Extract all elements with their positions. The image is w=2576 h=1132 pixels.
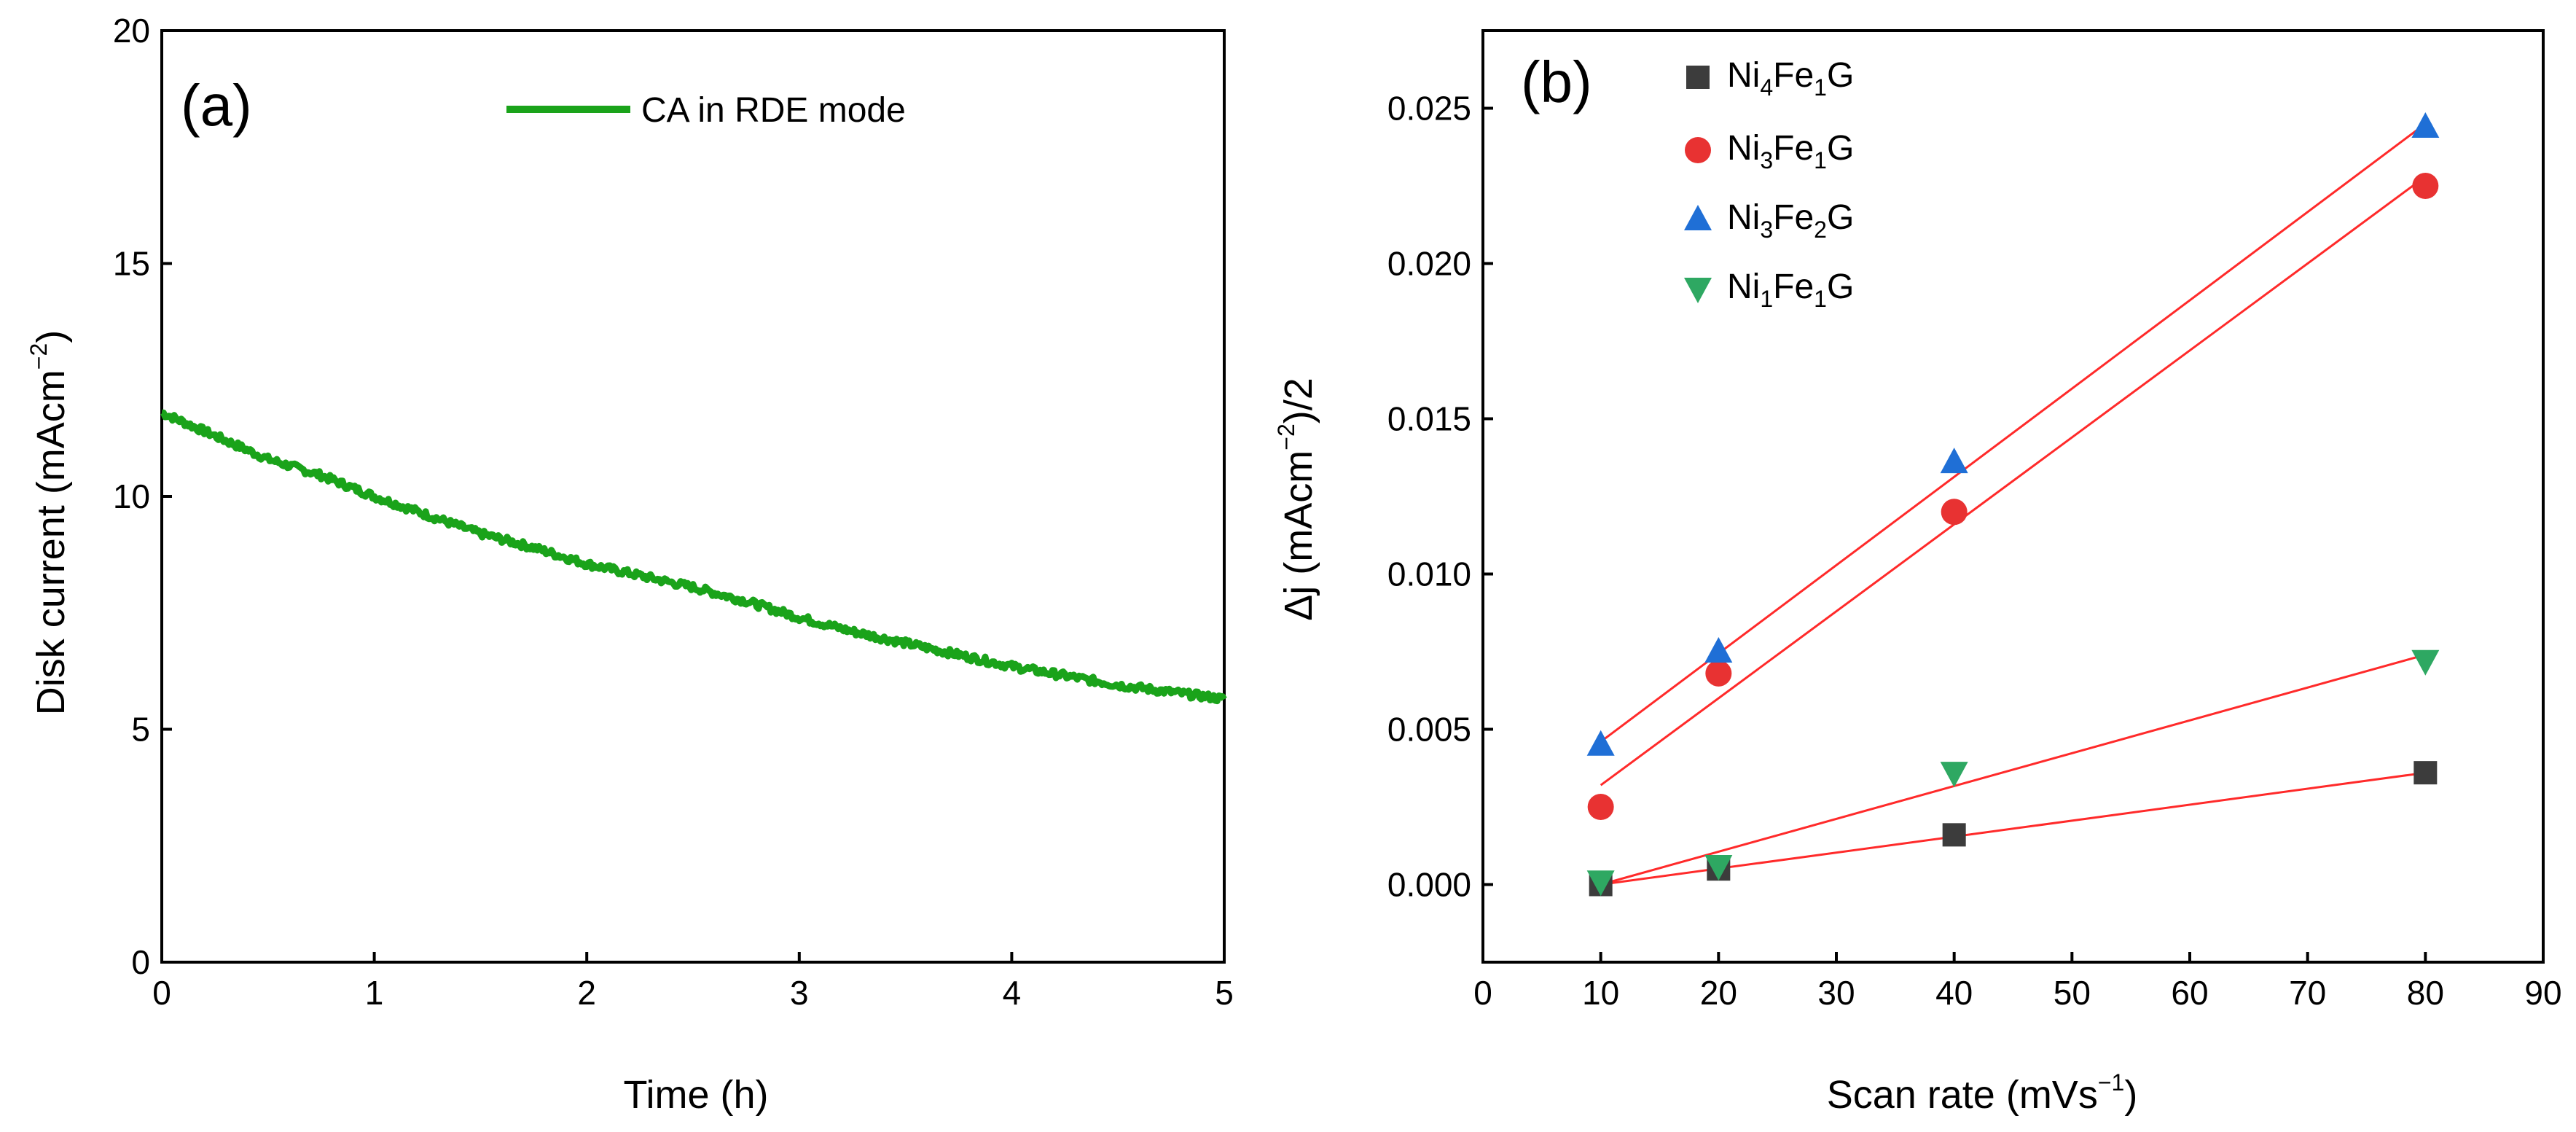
- x-tick-label: 40: [1935, 974, 1973, 1012]
- data-point-ni1fe1g: [1704, 854, 1733, 881]
- x-tick-label: 10: [1582, 974, 1619, 1012]
- data-point-ni4fe1g: [2413, 761, 2438, 785]
- data-point-ni3fe1g: [1587, 794, 1614, 820]
- y-tick-label: 0.025: [1387, 90, 1471, 128]
- panel-a-y-title-main: Disk current (mAcm: [29, 370, 73, 715]
- panel-a-y-axis-title: Disk current (mAcm−2): [26, 330, 73, 716]
- x-tick-label: 5: [1215, 974, 1234, 1012]
- x-tick-label: 80: [2407, 974, 2444, 1012]
- panel-b-y-title-end: )/2: [1277, 378, 1320, 423]
- series-line-ca-rde: [160, 409, 1227, 705]
- data-point-ni3fe1g: [1705, 660, 1732, 687]
- data-point-ni3fe2g: [2411, 112, 2440, 138]
- y-tick-label: 0.005: [1387, 711, 1471, 749]
- y-tick-label: 0.000: [1387, 866, 1471, 904]
- fit-line-ni1fe1g: [1600, 653, 2426, 886]
- y-tick-label: 10: [113, 477, 150, 515]
- x-tick-label: 70: [2289, 974, 2326, 1012]
- panel-a-y-title-end: ): [29, 330, 73, 343]
- data-point-ni3fe2g: [1586, 730, 1615, 756]
- plot-frame: [160, 29, 1226, 964]
- y-tick-label: 0.020: [1387, 245, 1471, 283]
- panel-a-y-title-sup: −2: [26, 343, 52, 370]
- x-tick-label: 30: [1817, 974, 1855, 1012]
- panel-b-ticks: 0 10 20 30 40 50 60 70 80 90 0.000 0.005 0.010 0.015 0…: [1387, 90, 2562, 1012]
- panel-b-label: (b): [1521, 50, 1592, 114]
- panel-b-x-title-main: Scan rate (mVs: [1827, 1073, 2098, 1117]
- x-tick-label: 0: [152, 974, 171, 1012]
- panel-b-y-title-main: Δj (mAcm: [1277, 450, 1320, 621]
- panel-a-ticks: 0 1 2 3 4 5 0 5 10 15 20: [113, 12, 1234, 1012]
- data-point-ni1fe1g: [1940, 762, 1968, 788]
- panel-b-plot-area: [1481, 29, 2545, 964]
- y-tick-label: 0.010: [1387, 555, 1471, 593]
- data-point-ni3fe1g: [1941, 499, 1968, 526]
- y-tick-label: 15: [113, 245, 150, 283]
- panel-a-plot-area: [160, 29, 1227, 964]
- data-point-ni1fe1g: [2411, 649, 2440, 676]
- y-tick-label: 0.015: [1387, 400, 1471, 438]
- panel-b-y-axis-title: Δj (mAcm−2)/2: [1273, 378, 1320, 621]
- panel-a-legend-label: CA in RDE mode: [641, 91, 906, 130]
- legend-label-ni1fe1g: Ni1Fe1G: [1727, 268, 1854, 312]
- x-tick-label: 4: [1003, 974, 1022, 1012]
- x-tick-label: 3: [790, 974, 809, 1012]
- y-tick-label: 5: [131, 711, 150, 749]
- plot-frame: [1481, 29, 2545, 964]
- legend-label-ni3fe2g: Ni3Fe2G: [1727, 198, 1854, 243]
- y-tick-label: 20: [113, 12, 150, 50]
- legend-marker-ni3fe1g: [1685, 137, 1711, 163]
- panel-b-legend: Ni4Fe1G Ni3Fe1G Ni3Fe2G Ni1Fe1G: [1684, 56, 1854, 312]
- panel-b-x-title-sup: −1: [2098, 1069, 2124, 1096]
- data-point-ni3fe2g: [1704, 637, 1733, 663]
- panel-a-x-axis-title: Time (h): [624, 1073, 769, 1117]
- panel-b-x-axis-title: Scan rate (mVs−1): [1827, 1069, 2138, 1117]
- data-point-ni4fe1g: [1942, 823, 1966, 847]
- panel-a-legend: CA in RDE mode: [506, 91, 906, 130]
- fit-line-ni3fe2g: [1600, 122, 2427, 743]
- data-point-ni1fe1g: [1586, 870, 1615, 897]
- data-point-ni3fe1g: [2412, 173, 2439, 199]
- legend-label-ni4fe1g: Ni4Fe1G: [1727, 56, 1854, 101]
- panel-b-x-title-end: ): [2124, 1073, 2137, 1117]
- legend-marker-ni1fe1g: [1684, 278, 1712, 303]
- legend-marker-ni3fe2g: [1684, 205, 1712, 230]
- x-tick-label: 1: [365, 974, 384, 1012]
- panel-b-chart: 0 10 20 30 40 50 60 70 80 90 0.000 0.005 0.010 0.015 0…: [1273, 29, 2562, 1117]
- panel-a-chart: 0 1 2 3 4 5 0 5 10 15 20 (a) CA in RDE mode Time (…: [26, 12, 1234, 1117]
- x-tick-label: 90: [2524, 974, 2561, 1012]
- legend-marker-ni4fe1g: [1686, 66, 1710, 89]
- y-tick-label: 0: [131, 943, 150, 981]
- data-point-ni3fe2g: [1940, 448, 1968, 474]
- fit-line-ni4fe1g: [1600, 771, 2426, 886]
- x-tick-label: 2: [577, 974, 596, 1012]
- x-tick-label: 50: [2054, 974, 2091, 1012]
- panel-a-label: (a): [181, 73, 252, 138]
- x-tick-label: 60: [2171, 974, 2208, 1012]
- x-tick-label: 0: [1473, 974, 1492, 1012]
- fit-line-ni3fe1g: [1600, 176, 2427, 786]
- x-tick-label: 20: [1700, 974, 1737, 1012]
- panel-b-y-title-sup: −2: [1273, 423, 1299, 450]
- legend-label-ni3fe1g: Ni3Fe1G: [1727, 129, 1854, 173]
